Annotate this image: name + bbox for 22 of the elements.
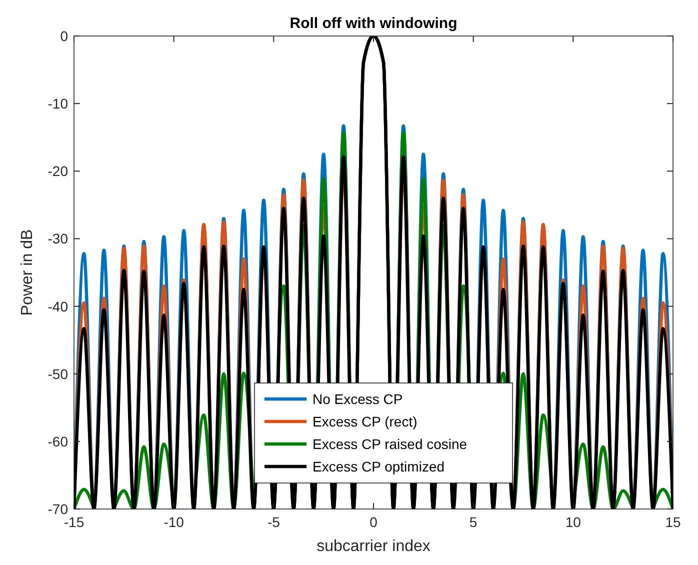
x-tick-label: 5	[469, 514, 478, 530]
y-tick-label: 0	[60, 28, 68, 44]
x-axis-title: subcarrier index	[316, 538, 430, 555]
x-tick-label: 15	[665, 514, 681, 530]
x-tick-label: -15	[64, 514, 84, 530]
y-tick-label: -10	[48, 96, 68, 112]
y-axis-title: Power in dB	[19, 229, 36, 316]
x-tick-label: -5	[267, 514, 280, 530]
x-tick-label: 10	[565, 514, 582, 530]
y-tick-label: -70	[48, 501, 68, 517]
legend-label: No Excess CP	[312, 391, 403, 407]
y-tick-label: -60	[48, 433, 68, 450]
y-tick-label: -40	[48, 298, 68, 314]
x-tick-label: -10	[164, 514, 184, 530]
y-tick-label: -20	[48, 163, 68, 180]
legend-label: Excess CP optimized	[312, 458, 445, 474]
legend-label: Excess CP raised cosine	[312, 436, 468, 452]
y-tick-label: -50	[48, 366, 68, 382]
chart-title: Roll off with windowing	[290, 15, 458, 32]
y-tick-label: -30	[48, 230, 68, 247]
legend-label: Excess CP (rect)	[312, 414, 418, 430]
x-tick-label: 0	[370, 514, 378, 530]
